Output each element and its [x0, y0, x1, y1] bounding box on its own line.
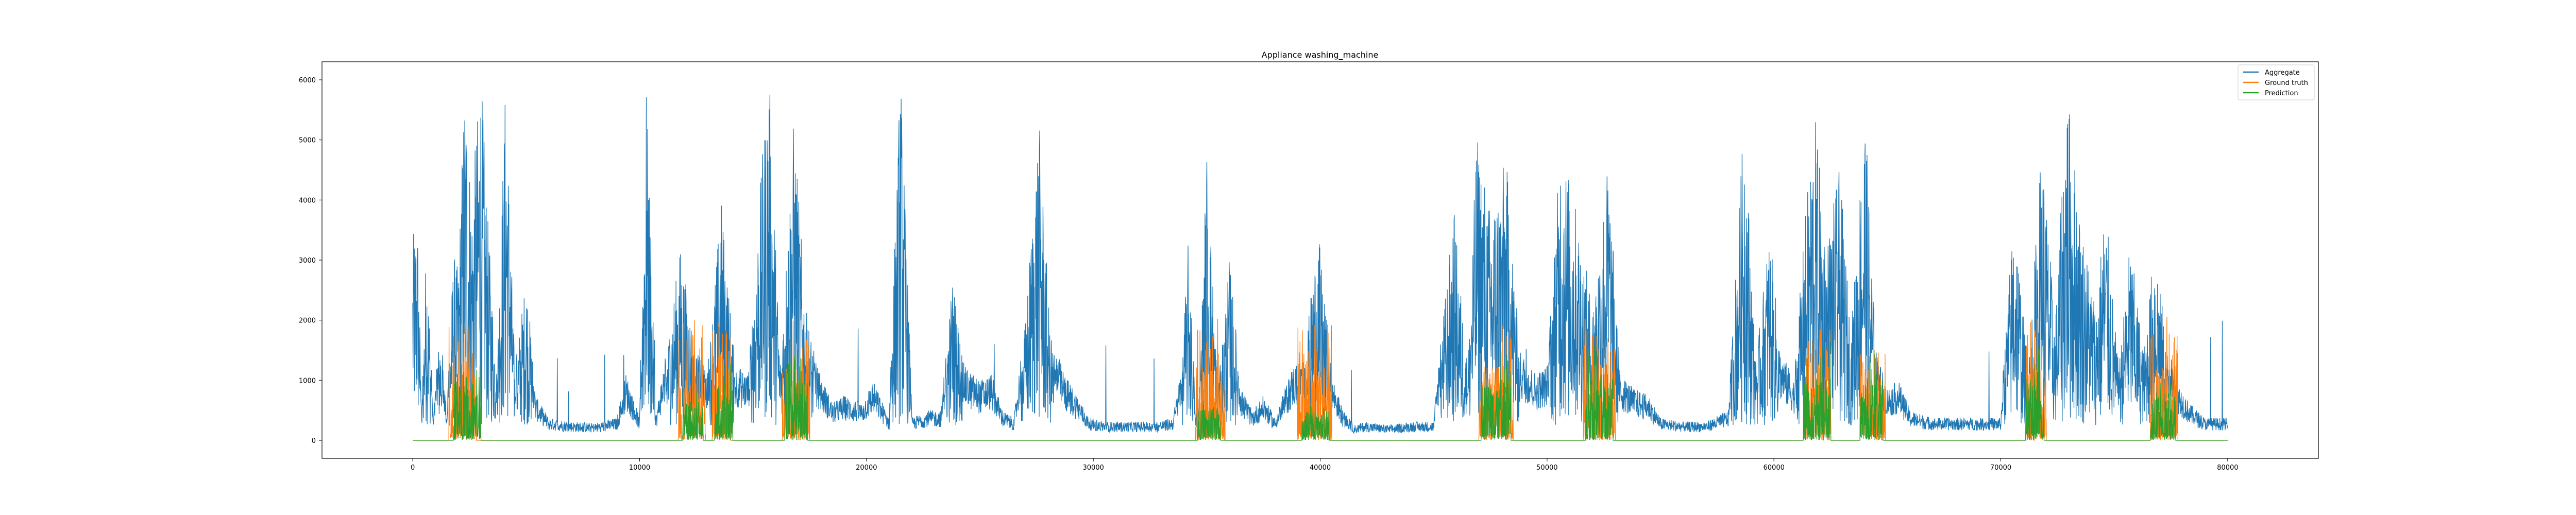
series-line-aggregate	[412, 94, 2228, 434]
chart-title: Appliance washing_machine	[1262, 50, 1379, 60]
x-tick-label: 40000	[1310, 464, 1331, 472]
x-tick-label: 0	[411, 464, 415, 472]
x-tick-label: 70000	[1990, 464, 2011, 472]
y-tick-label: 3000	[299, 257, 316, 265]
legend-label-ground-truth: Ground truth	[2265, 79, 2308, 87]
y-tick-label: 1000	[299, 377, 316, 385]
y-axis: 0 1000 2000 3000 4000 5000 6000	[299, 77, 322, 445]
legend-label-prediction: Prediction	[2265, 90, 2298, 97]
legend-label-aggregate: Aggregate	[2265, 69, 2300, 77]
series-line-prediction	[413, 338, 2228, 441]
y-tick-label: 2000	[299, 317, 316, 325]
legend-box	[2238, 64, 2315, 100]
legend: Aggregate Ground truth Prediction	[2238, 64, 2315, 100]
y-tick-label: 0	[312, 437, 316, 445]
series-layer	[412, 94, 2228, 441]
x-axis: 0 10000 20000 30000 40000 50000 60000 70000 8000…	[411, 458, 2239, 472]
x-tick-label: 60000	[1764, 464, 1785, 472]
x-tick-label: 10000	[629, 464, 650, 472]
y-tick-label: 4000	[299, 197, 316, 204]
y-tick-label: 6000	[299, 77, 316, 84]
x-tick-label: 50000	[1536, 464, 1557, 472]
y-tick-label: 5000	[299, 137, 316, 145]
x-tick-label: 20000	[856, 464, 877, 472]
x-tick-label: 30000	[1082, 464, 1104, 472]
x-tick-label: 80000	[2217, 464, 2238, 472]
plot-area: 0 10000 20000 30000 40000 50000 60000 70000 8000…	[299, 61, 2319, 472]
